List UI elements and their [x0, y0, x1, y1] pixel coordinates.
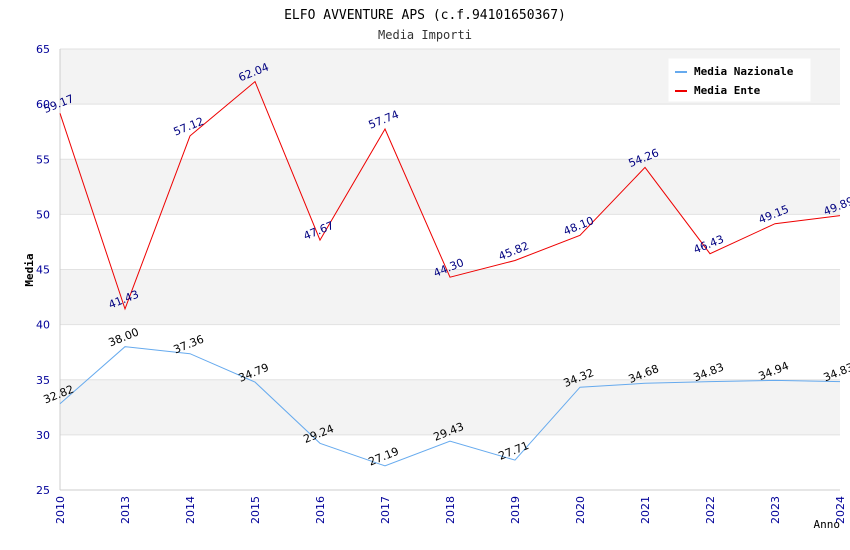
x-tick-label: 2022	[704, 496, 717, 524]
x-axis-label: Anno	[814, 518, 841, 531]
y-tick-label: 50	[36, 208, 50, 221]
x-axis-ticks: 2010 2013 2014 2015 2016 2017 2018 2019 2020 2021…	[54, 496, 847, 524]
x-tick-label: 2010	[54, 496, 67, 524]
x-tick-label: 2021	[639, 496, 652, 524]
y-tick-label: 30	[36, 429, 50, 442]
y-tick-label: 55	[36, 153, 50, 166]
plot-band	[60, 379, 840, 435]
series-line	[59, 346, 841, 467]
plot-band	[60, 324, 840, 380]
y-tick-label: 65	[36, 43, 50, 56]
plot-background	[60, 49, 840, 490]
legend: Media Nazionale Media Ente	[668, 58, 811, 102]
x-tick-label: 2018	[444, 496, 457, 524]
x-tick-label: 2013	[119, 496, 132, 524]
legend-label: Media Ente	[694, 84, 761, 97]
y-tick-label: 25	[36, 484, 50, 497]
x-tick-label: 2019	[509, 496, 522, 524]
x-tick-label: 2023	[769, 496, 782, 524]
chart-title: ELFO AVVENTURE APS (c.f.94101650367)	[284, 8, 566, 23]
x-tick-label: 2015	[249, 496, 262, 524]
x-tick-label: 2014	[184, 496, 197, 524]
chart-subtitle: Media Importi	[378, 28, 472, 42]
y-axis-label: Media	[23, 253, 36, 286]
plot-band	[60, 269, 840, 325]
plot-band	[60, 159, 840, 215]
plot-band	[60, 214, 840, 270]
y-tick-label: 60	[36, 98, 50, 111]
plot-band	[60, 434, 840, 490]
y-tick-label: 45	[36, 264, 50, 277]
legend-label: Media Nazionale	[694, 65, 794, 78]
series-line	[59, 80, 841, 311]
x-tick-label: 2016	[314, 496, 327, 524]
legend-box	[668, 58, 811, 102]
y-tick-label: 40	[36, 319, 50, 332]
plot-band	[60, 104, 840, 160]
y-tick-label: 35	[36, 374, 50, 387]
x-tick-label: 2024	[834, 496, 847, 524]
x-tick-label: 2020	[574, 496, 587, 524]
axes	[59, 49, 840, 491]
x-tick-label: 2017	[379, 496, 392, 524]
y-axis-ticks: 25 30 35 40 45 50 55 60 65	[36, 43, 50, 497]
